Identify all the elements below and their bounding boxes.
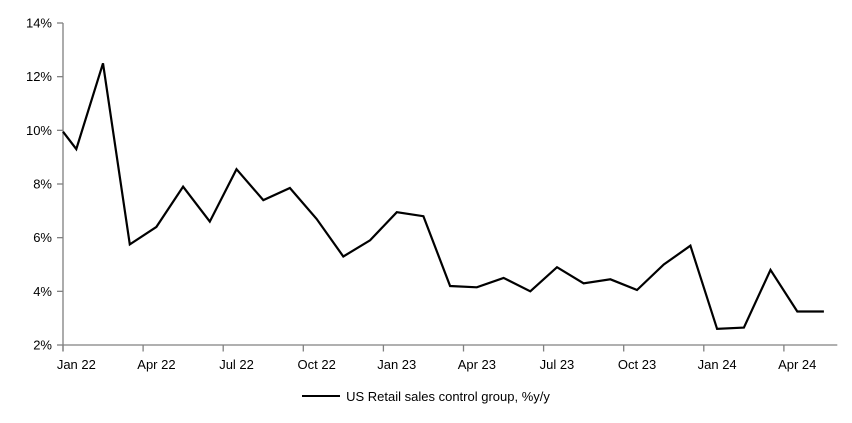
y-tick-label: 6% xyxy=(33,230,52,245)
x-tick-labels: Jan 22 Apr 22 Jul 22 Oct 22 Jan 23 Apr 23 Jul … xyxy=(57,357,817,372)
x-tick-label: Jan 24 xyxy=(698,357,737,372)
x-tick-label: Apr 22 xyxy=(137,357,175,372)
legend: US Retail sales control group, %y/y xyxy=(0,385,852,407)
x-tick-label: Jul 23 xyxy=(540,357,575,372)
y-tick-label: 4% xyxy=(33,284,52,299)
y-tick-label: 14% xyxy=(26,16,52,31)
x-tick-label: Apr 23 xyxy=(458,357,496,372)
x-tick-label: Jan 22 xyxy=(57,357,96,372)
x-tick-label: Oct 23 xyxy=(618,357,656,372)
y-tick-label: 12% xyxy=(26,69,52,84)
y-tick-label: 8% xyxy=(33,177,52,192)
x-tick-label: Jan 23 xyxy=(377,357,416,372)
legend-line-icon xyxy=(302,395,341,397)
data-line xyxy=(62,62,824,331)
x-tick-label: Oct 22 xyxy=(298,357,336,372)
x-tick-label: Apr 24 xyxy=(778,357,816,372)
y-tick-label: 10% xyxy=(26,123,52,138)
y-ticks xyxy=(57,22,63,346)
y-tick-label: 2% xyxy=(33,338,52,353)
legend-label: US Retail sales control group, %y/y xyxy=(346,388,550,404)
axes xyxy=(62,23,838,352)
y-tick-labels: 2% 4% 6% 8% 10% 12% 14% xyxy=(26,16,52,353)
x-ticks xyxy=(62,345,785,352)
x-tick-label: Jul 22 xyxy=(219,357,254,372)
